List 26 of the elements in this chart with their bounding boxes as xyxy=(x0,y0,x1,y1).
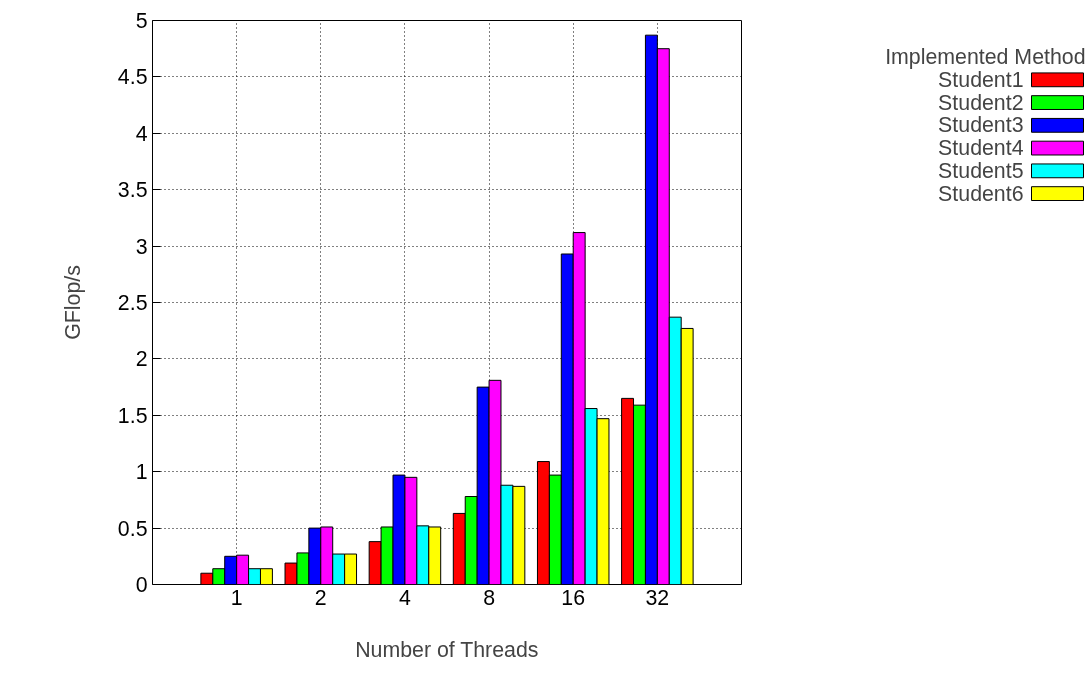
y-tick-label: 0.5 xyxy=(117,516,148,541)
x-tick-label: 1 xyxy=(230,585,243,610)
y-tick-label: 3.5 xyxy=(117,178,148,203)
legend-label: Student6 xyxy=(938,181,1024,206)
legend-title: Implemented Method xyxy=(885,45,1086,70)
y-tick-label: 1.5 xyxy=(117,403,148,428)
x-tick-label: 16 xyxy=(561,585,586,610)
legend-label: Student4 xyxy=(938,136,1024,161)
x-tick-label: 8 xyxy=(483,585,496,610)
legend-label: Student2 xyxy=(938,90,1024,115)
legend-label: Student5 xyxy=(938,158,1024,183)
x-tick-label: 32 xyxy=(645,585,670,610)
x-axis-title: Number of Threads xyxy=(355,637,539,662)
y-tick-label: 2.5 xyxy=(117,291,148,315)
y-tick-label: 1 xyxy=(135,460,148,485)
x-tick-label: 2 xyxy=(314,585,327,610)
y-tick-label: 4.5 xyxy=(117,65,148,90)
y-tick-label: 5 xyxy=(135,9,148,33)
y-tick-label: 3 xyxy=(135,234,148,259)
y-tick-label: 0 xyxy=(135,573,148,597)
y-axis-title: GFlop/s xyxy=(60,265,85,340)
legend-label: Student3 xyxy=(938,113,1024,138)
x-tick-label: 4 xyxy=(399,585,411,610)
y-tick-label: 4 xyxy=(135,121,148,146)
y-tick-label: 2 xyxy=(135,347,148,372)
legend-label: Student1 xyxy=(938,67,1024,92)
